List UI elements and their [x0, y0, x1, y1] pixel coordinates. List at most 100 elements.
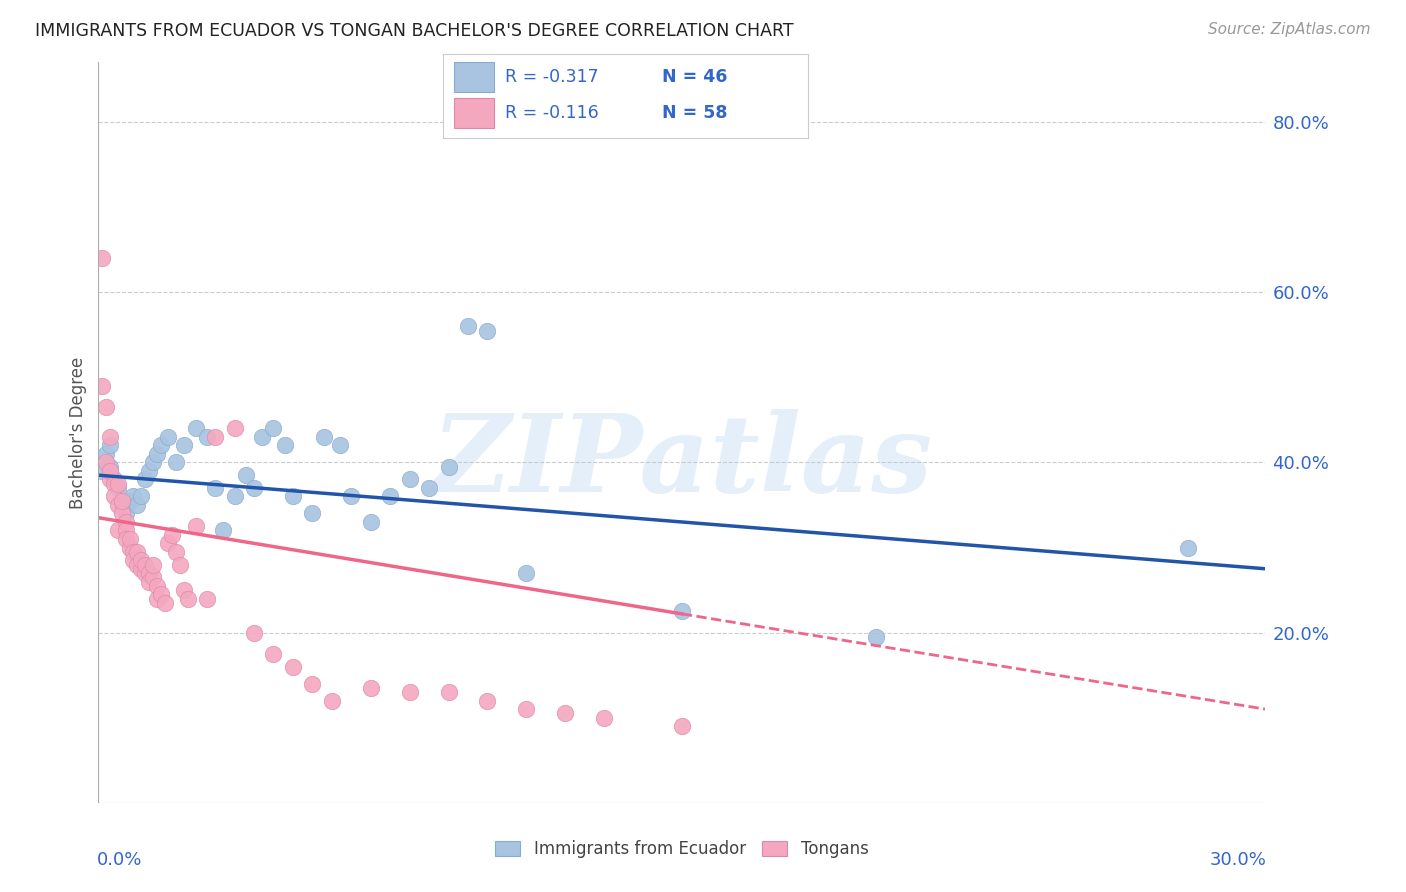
- Point: [418, 481, 440, 495]
- Point: [173, 438, 195, 452]
- Point: [122, 490, 145, 504]
- Point: [98, 430, 121, 444]
- Point: [146, 579, 169, 593]
- Legend: Immigrants from Ecuador, Tongans: Immigrants from Ecuador, Tongans: [488, 833, 876, 865]
- Text: R = -0.116: R = -0.116: [505, 104, 599, 122]
- Point: [149, 587, 172, 601]
- Point: [149, 438, 172, 452]
- Point: [127, 498, 149, 512]
- Point: [515, 702, 537, 716]
- Point: [91, 379, 114, 393]
- Point: [204, 481, 226, 495]
- Point: [457, 319, 479, 334]
- Point: [281, 659, 304, 673]
- Point: [301, 507, 323, 521]
- Point: [593, 711, 616, 725]
- Point: [114, 515, 136, 529]
- Point: [103, 476, 125, 491]
- Point: [134, 558, 156, 572]
- Point: [177, 591, 200, 606]
- Point: [142, 570, 165, 584]
- Point: [111, 507, 134, 521]
- Point: [380, 490, 402, 504]
- Point: [127, 558, 149, 572]
- Point: [111, 493, 134, 508]
- Point: [554, 706, 576, 721]
- Point: [312, 430, 335, 444]
- Point: [118, 532, 141, 546]
- Point: [437, 459, 460, 474]
- Point: [103, 472, 125, 486]
- Point: [98, 464, 121, 478]
- Point: [114, 507, 136, 521]
- Point: [340, 490, 363, 504]
- Point: [142, 558, 165, 572]
- Point: [224, 490, 246, 504]
- Point: [129, 490, 152, 504]
- Point: [138, 464, 160, 478]
- Point: [122, 545, 145, 559]
- Point: [162, 527, 184, 541]
- Text: 30.0%: 30.0%: [1209, 851, 1267, 869]
- Point: [398, 472, 420, 486]
- Point: [118, 541, 141, 555]
- Point: [107, 524, 129, 538]
- Point: [224, 421, 246, 435]
- Point: [118, 493, 141, 508]
- Point: [91, 464, 114, 478]
- Point: [114, 524, 136, 538]
- Point: [134, 566, 156, 580]
- Point: [243, 481, 266, 495]
- Point: [146, 447, 169, 461]
- Point: [127, 545, 149, 559]
- Text: IMMIGRANTS FROM ECUADOR VS TONGAN BACHELOR'S DEGREE CORRELATION CHART: IMMIGRANTS FROM ECUADOR VS TONGAN BACHEL…: [35, 22, 794, 40]
- Point: [477, 694, 499, 708]
- Point: [195, 591, 218, 606]
- Point: [262, 647, 284, 661]
- Text: Source: ZipAtlas.com: Source: ZipAtlas.com: [1208, 22, 1371, 37]
- Point: [184, 421, 207, 435]
- Point: [671, 604, 693, 618]
- Point: [360, 515, 382, 529]
- Point: [321, 694, 343, 708]
- Point: [515, 566, 537, 580]
- Point: [157, 430, 180, 444]
- Text: N = 46: N = 46: [662, 68, 727, 86]
- Point: [1177, 541, 1199, 555]
- Text: ZIPatlas: ZIPatlas: [432, 409, 932, 516]
- Y-axis label: Bachelor's Degree: Bachelor's Degree: [69, 357, 87, 508]
- Point: [138, 566, 160, 580]
- Point: [107, 498, 129, 512]
- Point: [165, 455, 187, 469]
- Point: [129, 553, 152, 567]
- Bar: [454, 62, 494, 92]
- Text: N = 58: N = 58: [662, 104, 728, 122]
- Point: [165, 545, 187, 559]
- Point: [146, 591, 169, 606]
- Point: [329, 438, 352, 452]
- Point: [301, 676, 323, 690]
- Point: [96, 447, 118, 461]
- Point: [157, 536, 180, 550]
- Point: [437, 685, 460, 699]
- Point: [865, 630, 887, 644]
- Point: [184, 519, 207, 533]
- Point: [243, 625, 266, 640]
- Point: [281, 490, 304, 504]
- Point: [98, 472, 121, 486]
- Point: [212, 524, 235, 538]
- Point: [107, 481, 129, 495]
- Point: [111, 498, 134, 512]
- Point: [142, 455, 165, 469]
- Point: [96, 455, 118, 469]
- Point: [98, 438, 121, 452]
- Point: [122, 553, 145, 567]
- Point: [204, 430, 226, 444]
- Point: [129, 562, 152, 576]
- Point: [671, 719, 693, 733]
- Point: [274, 438, 297, 452]
- Bar: [454, 98, 494, 128]
- Point: [169, 558, 191, 572]
- Point: [91, 251, 114, 265]
- Point: [195, 430, 218, 444]
